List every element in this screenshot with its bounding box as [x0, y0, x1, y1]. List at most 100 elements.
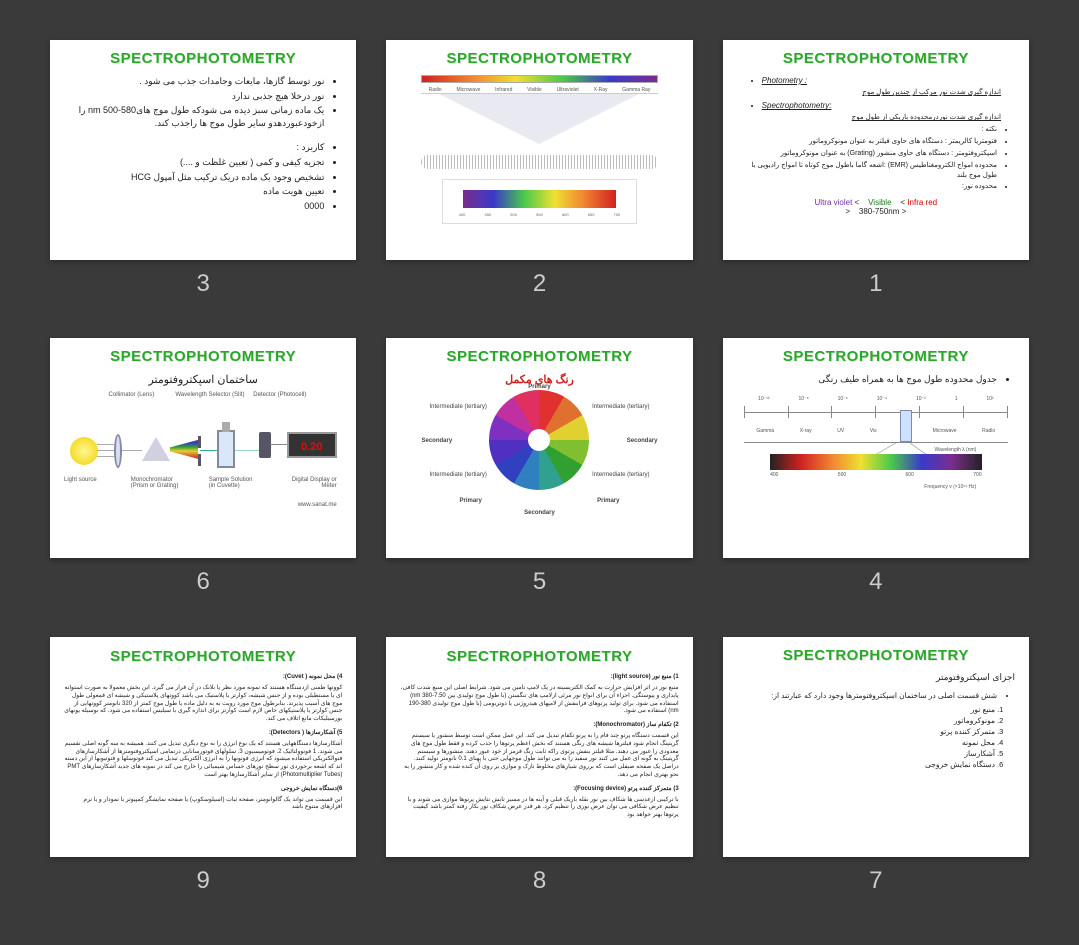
slide-9-wrap[interactable]: SPECTROPHOTOMETRY 4) محل نمونه ( Cuvet):…	[50, 637, 356, 905]
heading: 3) متمرکز کننده پرتو (Focusing device):	[573, 786, 679, 792]
intro: شش قسمت اصلی در ساختمان اسپکتروفتومترها …	[737, 691, 997, 702]
spectrum-box: 400450500550600650700	[442, 179, 637, 224]
wavelen-label: Wavelength λ (nm)	[935, 447, 977, 453]
slide-title: SPECTROPHOTOMETRY	[737, 50, 1015, 67]
intro-wrap: شش قسمت اصلی در ساختمان اسپکتروفتومترها …	[737, 691, 1015, 702]
connector	[876, 442, 898, 454]
slide-title: SPECTROPHOTOMETRY	[64, 348, 342, 365]
slide-number: 2	[533, 270, 546, 298]
spectrum-bar-top	[421, 75, 658, 83]
slide-3-wrap[interactable]: SPECTROPHOTOMETRY نور توسط گازها، مایعات…	[50, 40, 356, 308]
list-item: آشکارساز	[737, 749, 995, 758]
lt: <	[855, 198, 860, 207]
heading: 5) آشکارسازها ( Detectors):	[269, 730, 343, 736]
secondary-label: Secondary	[421, 438, 452, 444]
region: Microwave	[933, 428, 957, 434]
primary-label: Primary	[459, 498, 481, 504]
list-item: دستگاه نمایش خروجی	[737, 760, 995, 769]
slide-number: 5	[533, 568, 546, 596]
components-list: منبع نور مونوکروماتور متمرکز کننده پرتو …	[737, 705, 1015, 769]
wire	[270, 444, 287, 445]
vis-label: Visible	[868, 198, 891, 207]
bullet: نور درخلا هیچ جذبی ندارد	[64, 90, 324, 103]
slit-gap	[198, 448, 201, 454]
bullet: تشخیص وجود یک ماده دریک ترکیب مثل آمپول …	[64, 171, 324, 184]
ray	[97, 444, 114, 445]
tick-label: 10²	[986, 396, 993, 402]
slide-8-wrap[interactable]: SPECTROPHOTOMETRY 1) منبع نور (light sou…	[386, 637, 692, 905]
para: منبع نور در اثر افزایش حرارت به کمک الکت…	[400, 685, 678, 716]
slide1-ltr-list: Photometry :	[737, 75, 1015, 86]
slide-title: SPECTROPHOTOMETRY	[400, 647, 678, 667]
region: UV	[837, 428, 844, 434]
mid-labels: Gamma X-ray UV Vis IR Microwave Radio	[744, 428, 1008, 434]
slide1-notes: نکته : فتومتریا کالریمتر : دستگاه های حا…	[737, 125, 1015, 192]
color-wheel-wrap: Primary Intermediate (tertiary) Intermed…	[429, 390, 649, 490]
label: Monochromator (Prism or Grating)	[131, 477, 191, 489]
intermediate-label: Intermediate (tertiary)	[429, 472, 486, 478]
heading: 1) منبع نور (light source):	[611, 674, 679, 680]
ray-triangle	[421, 93, 658, 153]
bullet: اسپکتروفتومتر : دستگاه های حاوی منشور (G…	[737, 149, 997, 159]
text: اندازه گیری شدت نوردرمحدوده باریکی از طو…	[737, 113, 1015, 121]
top-labels: 10⁻¹² 10⁻⁸ 10⁻⁶ 10⁻⁴ 10⁻² 1 10²	[744, 396, 1008, 402]
tick-label: 1	[955, 396, 958, 402]
lamp-icon	[70, 437, 98, 465]
bullet: محدوده نور:	[737, 182, 997, 192]
para: با ترکیبی ازعدسی ها شکاف بین نور نقله با…	[400, 797, 678, 820]
slide-7: SPECTROPHOTOMETRY اجزای اسپکتروفتومتر شش…	[723, 637, 1029, 857]
axis-line-2	[744, 442, 1008, 443]
heading: 6)دستگاه نمایش خروجی	[281, 786, 342, 792]
slide-5-wrap[interactable]: SPECTROPHOTOMETRY رنگ های مکمل Primary I…	[386, 338, 692, 606]
ray	[97, 450, 114, 451]
slide-4-wrap[interactable]: SPECTROPHOTOMETRY جدول محدوده طول موج ها…	[723, 338, 1029, 606]
slide-1: SPECTROPHOTOMETRY Photometry : اندازه گی…	[723, 40, 1029, 260]
heading: جدول محدوده طول موج ها به همراه طیف رنگی	[737, 373, 997, 386]
slide-8: SPECTROPHOTOMETRY 1) منبع نور (light sou…	[386, 637, 692, 857]
slide-1-wrap[interactable]: SPECTROPHOTOMETRY Photometry : اندازه گی…	[723, 40, 1029, 308]
uv-label: Ultra violet	[815, 198, 853, 207]
tick-labels: 400450500550600650700	[449, 212, 630, 217]
visible-box	[900, 410, 912, 442]
primary-label: Primary	[597, 498, 619, 504]
slide-6-wrap[interactable]: SPECTROPHOTOMETRY ساختمان اسپکتروفتومتر …	[50, 338, 356, 606]
slide-title: SPECTROPHOTOMETRY	[737, 647, 1015, 664]
vis-labels: 400500600700	[770, 472, 982, 478]
detector-icon	[259, 432, 271, 458]
bullet: تعیین هویت ماده	[64, 185, 324, 198]
heading: 2) تکفام ساز (Monochromator):	[593, 722, 678, 728]
tick-label: 10⁻⁸	[798, 396, 808, 402]
slide-2-wrap[interactable]: SPECTROPHOTOMETRY Radio Microwave Infrar…	[386, 40, 692, 308]
wave-strip	[421, 155, 658, 169]
para: این قسمت دستگاه پرتو چند فام را به پرتو …	[400, 733, 678, 780]
em-spectrum-diagram: 10⁻¹² 10⁻⁸ 10⁻⁶ 10⁻⁴ 10⁻² 1 10² Gamma X-…	[744, 392, 1008, 502]
list-item: منبع نور	[737, 705, 995, 714]
slide3-list2: کاربرد : تجزیه کیفی و کمی ( تعیین غلظت و…	[64, 141, 342, 212]
region: Vis	[870, 428, 877, 434]
slide3-list: نور توسط گازها، مایعات وجامدات جذب می شو…	[64, 75, 342, 129]
spectrophotometer-diagram: Collimator (Lens) Wavelength Selector (S…	[64, 392, 342, 522]
url: www.sanat.me	[298, 502, 337, 508]
slide-5: SPECTROPHOTOMETRY رنگ های مکمل Primary I…	[386, 338, 692, 558]
mono-ray	[200, 450, 217, 451]
intermediate-label: Intermediate (tertiary)	[429, 404, 486, 410]
para: آشکارسازها دستگاههایی هستند که یک نوع ان…	[64, 741, 342, 780]
subtitle: ساختمان اسپکتروفتومتر	[64, 373, 342, 386]
bullet: کاربرد :	[64, 141, 324, 154]
slide-title: SPECTROPHOTOMETRY	[64, 50, 342, 67]
list-item: متمرکز کننده پرتو	[737, 727, 995, 736]
ticks	[744, 406, 1008, 418]
ray	[97, 456, 114, 457]
label: Wavelength Selector (Slit)	[175, 392, 244, 398]
ir-label: Infra red	[907, 198, 937, 207]
bullet: تجزیه کیفی و کمی ( تعیین غلظت و ....)	[64, 156, 324, 169]
lens-icon	[114, 434, 122, 468]
cuvette-icon	[217, 430, 235, 468]
slide-number: 9	[196, 867, 209, 895]
light-range: Ultra violet < Visible < Infra red < 380…	[737, 198, 1015, 216]
slide-number: 3	[196, 270, 209, 298]
slide-7-wrap[interactable]: SPECTROPHOTOMETRY اجزای اسپکتروفتومتر شش…	[723, 637, 1029, 905]
label: Light source	[64, 477, 97, 483]
bullet: یک ماده زمانی سبز دیده می شودکه طول موج …	[64, 104, 324, 129]
tick-label: 10⁻⁴	[877, 396, 887, 402]
